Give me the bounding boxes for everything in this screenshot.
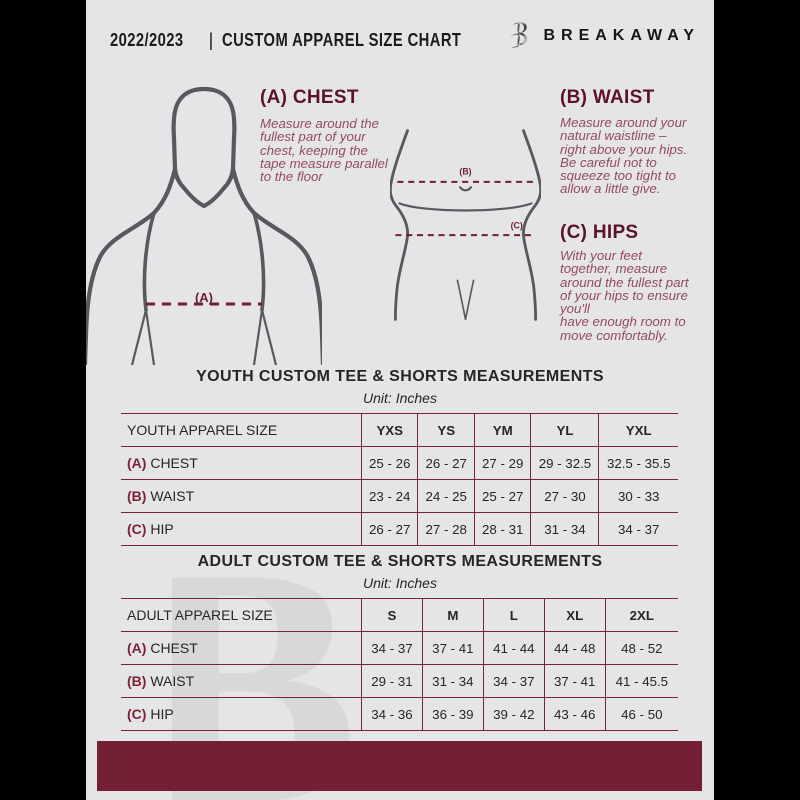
svg-text:(A): (A) [195, 290, 213, 305]
svg-text:(C): (C) [511, 220, 523, 230]
svg-text:(B): (B) [459, 166, 471, 176]
